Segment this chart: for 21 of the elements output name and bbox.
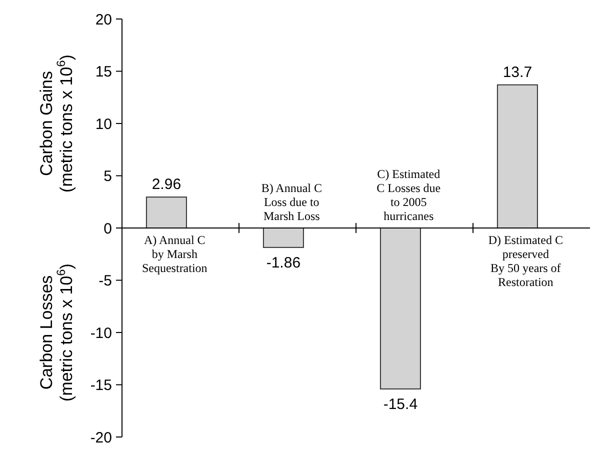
y-tick-label: 15: [95, 64, 112, 80]
y-tick-label: -10: [90, 324, 112, 342]
data-label: -1.86: [266, 254, 301, 272]
bar: [380, 228, 421, 390]
y-tick-label: 5: [104, 168, 112, 185]
x-tick-label: B) Annual C Loss due to Marsh Loss: [261, 181, 322, 223]
y-tick-label: -15: [90, 377, 112, 394]
bar: [146, 196, 187, 228]
data-label: -15.4: [383, 396, 418, 413]
bar: [496, 84, 538, 228]
y-tick-label: 10: [95, 116, 112, 133]
x-tick-label: A) Annual C by Marsh Sequestration: [142, 233, 208, 275]
data-label: 13.7: [502, 64, 532, 81]
data-label: 2.96: [152, 176, 182, 194]
y-tick-label: -5: [98, 272, 112, 290]
x-tick-label: D) Estimated C preserved By 50 years of Restoration: [488, 233, 563, 289]
y-tick-label: 20: [95, 11, 112, 28]
y-tick-label: 0: [104, 220, 112, 238]
bar: [262, 228, 304, 248]
y-tick-label: -20: [90, 429, 112, 446]
x-tick-label: C) Estimated C Losses due to 2005 hurricanes: [376, 167, 441, 223]
